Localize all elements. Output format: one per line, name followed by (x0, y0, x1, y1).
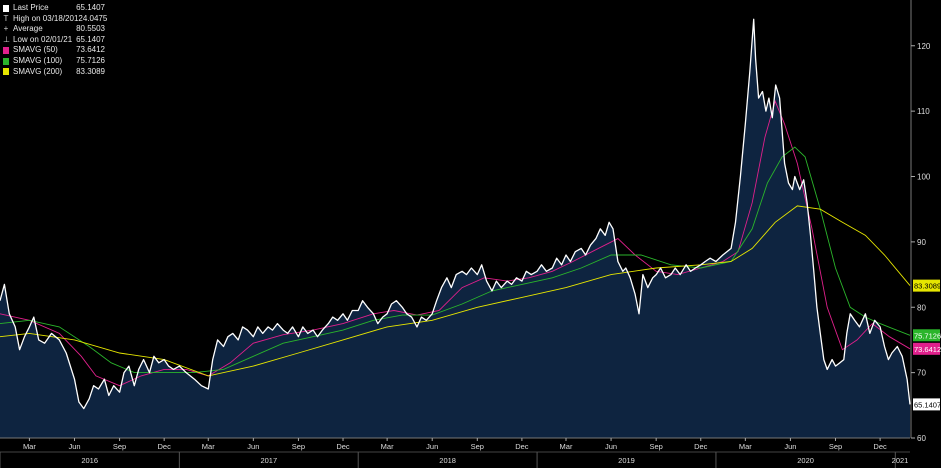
legend-value: 65.1407 (76, 34, 105, 44)
y-tick-label: 70 (917, 369, 926, 378)
year-label: 2018 (439, 456, 456, 465)
x-tick-label: Dec (873, 442, 887, 451)
legend-row: SMAVG (200) 83.3089 (3, 67, 105, 78)
legend-row: ⊥ Low on 02/01/21 65.1407 (3, 35, 105, 46)
legend-swatch (3, 57, 9, 65)
legend-row: SMAVG (50) 73.6412 (3, 45, 105, 56)
value-tag-label: 65.1407 (914, 400, 941, 409)
x-tick-label: Mar (560, 442, 573, 451)
value-tag-label: 75.7126 (914, 331, 941, 340)
y-tick-label: 90 (917, 238, 926, 247)
legend-value: 83.3089 (76, 66, 105, 76)
y-tick-label: 120 (917, 42, 931, 51)
legend-value: 75.7126 (76, 55, 105, 65)
x-tick-label: Mar (381, 442, 394, 451)
value-tag-label: 73.6412 (914, 345, 941, 354)
legend-swatch (3, 47, 9, 55)
value-tag-label: 83.3089 (914, 282, 941, 291)
year-label: 2021 (892, 456, 909, 465)
series-line-smavg-50- (0, 99, 911, 387)
x-tick-label: Jun (784, 442, 796, 451)
legend-row: T High on 03/18/20 124.0475 (3, 13, 108, 25)
y-tick-label: 110 (917, 107, 930, 116)
chart-legend: Last Price 65.1407 T High on 03/18/20 124.04… (3, 3, 108, 78)
legend-symbol-icon: + (3, 24, 9, 34)
x-tick-label: Jun (68, 442, 80, 451)
series-line-smavg-200- (0, 205, 911, 377)
x-tick-label: Mar (202, 442, 215, 451)
legend-row: Last Price 65.1407 (3, 3, 105, 14)
legend-label: High on 03/18/20 (13, 13, 74, 23)
value-tag-box (913, 398, 940, 411)
x-tick-label: Sep (292, 442, 305, 451)
x-tick-label: Jun (426, 442, 438, 451)
y-tick-label: 80 (917, 303, 926, 312)
value-tag-box (913, 342, 940, 355)
x-tick-label: Dec (515, 442, 529, 451)
x-tick-label: Dec (336, 442, 350, 451)
x-tick-label: Sep (829, 442, 842, 451)
x-tick-label: Mar (739, 442, 752, 451)
legend-value: 124.0475 (73, 13, 108, 23)
legend-symbol-icon: T (3, 13, 9, 23)
legend-row: SMAVG (100) 75.7126 (3, 56, 105, 67)
legend-label: SMAVG (50) (13, 45, 58, 55)
value-tag-box (913, 329, 940, 342)
x-tick-label: Sep (649, 442, 662, 451)
legend-swatch (3, 68, 9, 76)
series-line-smavg-100- (0, 146, 911, 374)
year-label: 2019 (618, 456, 635, 465)
legend-symbol-icon: ⊥ (3, 34, 10, 44)
x-tick-label: Dec (694, 442, 708, 451)
legend-label: Average (13, 24, 43, 34)
x-tick-label: Sep (113, 442, 126, 451)
y-tick-label: 60 (917, 434, 926, 443)
legend-label: SMAVG (200) (13, 66, 63, 76)
legend-label: Low on 02/01/21 (13, 34, 73, 44)
x-tick-label: Mar (23, 442, 36, 451)
year-label: 2017 (260, 456, 277, 465)
x-tick-label: Dec (157, 442, 171, 451)
legend-label: SMAVG (100) (13, 55, 63, 65)
legend-row: + Average 80.5503 (3, 24, 105, 35)
year-label: 2020 (797, 456, 814, 465)
x-tick-label: Jun (247, 442, 259, 451)
series-line-last-price (0, 18, 911, 410)
legend-value: 80.5503 (76, 24, 105, 34)
y-tick-label: 100 (917, 173, 931, 182)
legend-value: 73.6412 (76, 45, 105, 55)
legend-label: Last Price (13, 3, 49, 12)
price-area (0, 19, 910, 439)
x-tick-label: Sep (471, 442, 484, 451)
legend-swatch (3, 4, 9, 12)
x-tick-label: Jun (605, 442, 617, 451)
year-label: 2016 (81, 456, 98, 465)
legend-value: 65.1407 (76, 3, 105, 12)
value-tag-box (913, 279, 940, 292)
